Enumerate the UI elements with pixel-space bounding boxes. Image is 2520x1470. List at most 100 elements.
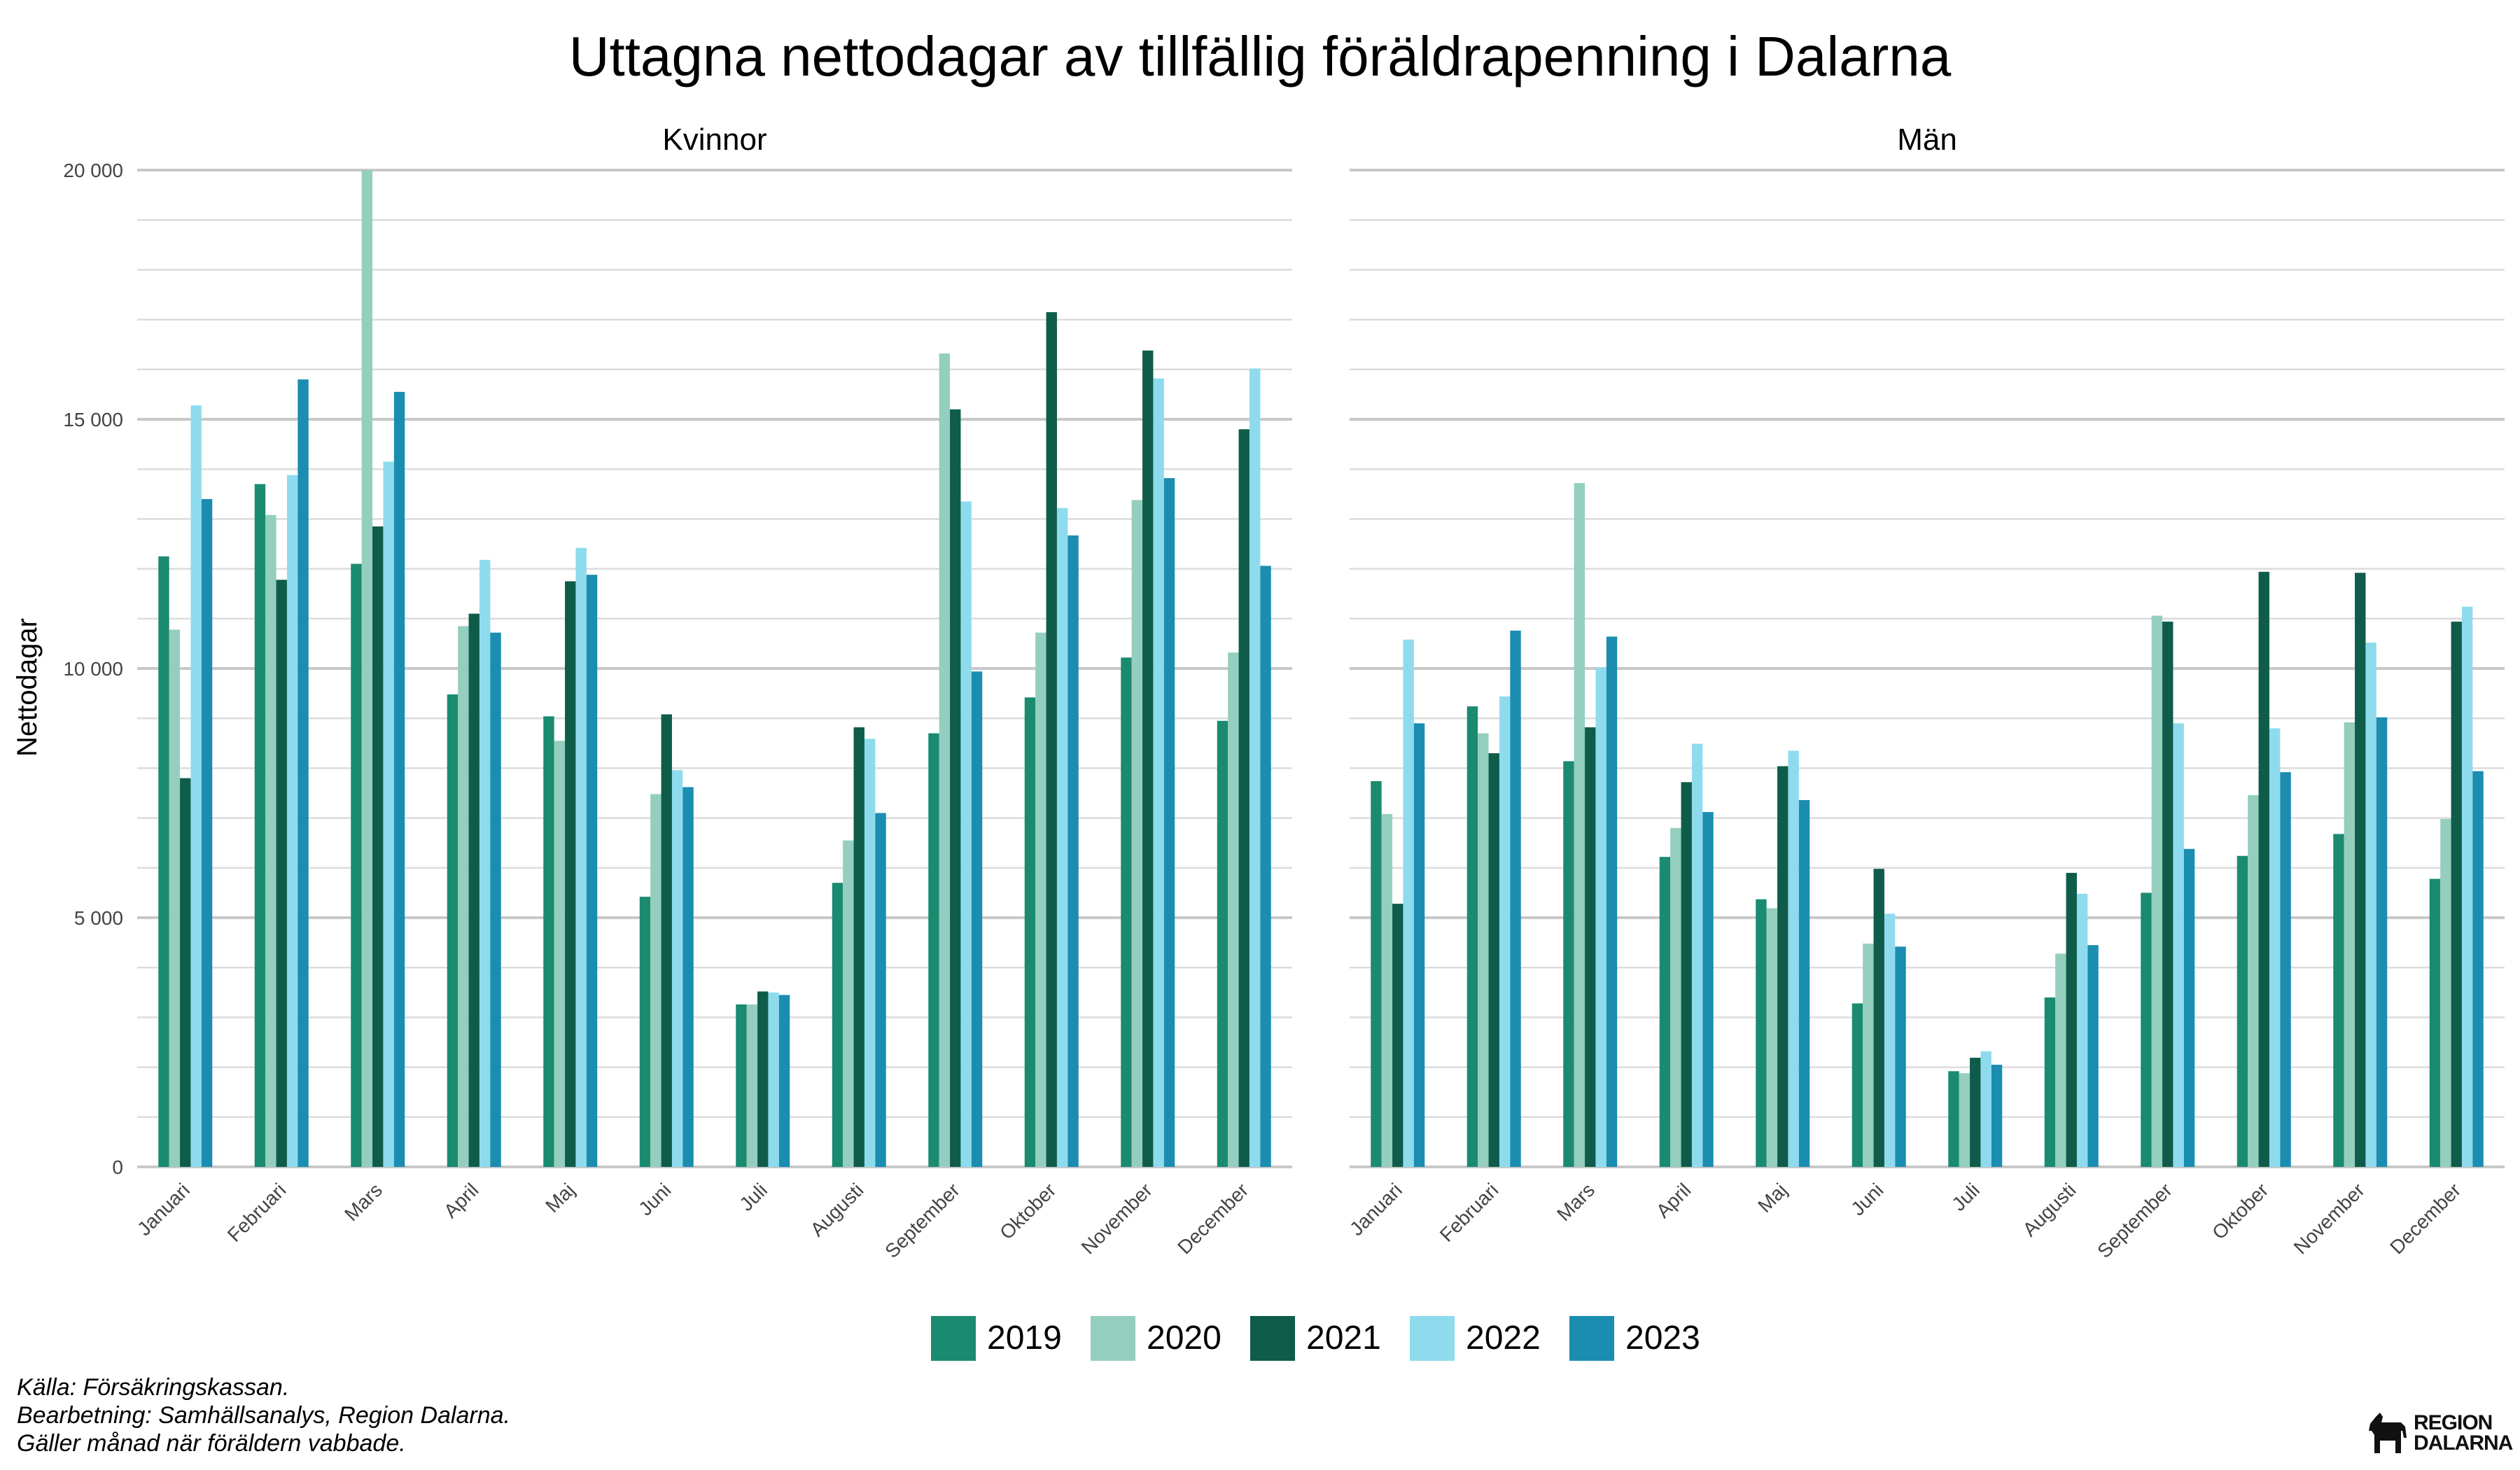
y-tick-label: 15 000 (63, 409, 123, 430)
bar-2019-augusti (832, 883, 844, 1167)
bar-2022-oktober (2269, 728, 2281, 1167)
bar-2020-september (2151, 615, 2163, 1167)
bar-2022-maj (1788, 750, 1799, 1167)
x-tick-label: Augusti (2019, 1179, 2080, 1240)
bar-2020-november (1131, 500, 1143, 1167)
bar-2022-februari (1499, 696, 1511, 1167)
bar-2020-mars (361, 170, 373, 1167)
bar-2023-september (2183, 848, 2195, 1167)
bar-2021-maj (565, 581, 576, 1167)
panel-kvinnor: Kvinnor 0 5 000 10 000 15 000 20 000 Januari Fe… (63, 122, 1292, 1262)
bar-2019-juni (1851, 1003, 1863, 1167)
bar-2020-november (2344, 722, 2356, 1167)
bar-2023-juli (778, 995, 790, 1167)
bar-2021-oktober (2258, 571, 2269, 1167)
bar-2021-mars (1585, 727, 1596, 1167)
bar-2023-september (971, 671, 983, 1167)
y-tick-label: 5 000 (74, 907, 123, 929)
bar-2020-september (939, 354, 951, 1167)
bar-2019-januari (158, 556, 169, 1167)
bar-2021-mars (372, 526, 384, 1167)
bar-2023-maj (586, 575, 598, 1167)
bar-2023-mars (1606, 636, 1618, 1167)
bar-2023-maj (1798, 799, 1810, 1167)
bar-2020-juni (650, 794, 662, 1167)
x-tick-label: November (2290, 1179, 2369, 1258)
legend-key-2022 (1410, 1316, 1455, 1361)
bar-2022-december (2461, 606, 2473, 1167)
bar-2020-februari (265, 514, 276, 1167)
bar-2023-augusti (875, 813, 886, 1167)
y-axis-label: Nettodagar (12, 618, 43, 757)
x-tick-label: Februari (223, 1179, 290, 1246)
x-tick-label: December (2386, 1179, 2465, 1258)
bar-2022-augusti (2076, 893, 2088, 1167)
y-tick-label: 0 (112, 1156, 123, 1178)
bar-2022-augusti (864, 738, 876, 1167)
bar-2020-oktober (2248, 794, 2259, 1167)
legend-label: 2023 (1625, 1320, 1700, 1357)
bar-2020-april (1670, 827, 1681, 1167)
bar-2020-juli (1959, 1073, 1970, 1167)
bar-2023-mars (393, 391, 405, 1167)
legend: 2019 2020 2021 2022 2023 (931, 1316, 1700, 1361)
bar-2021-juni (1873, 869, 1884, 1167)
bar-2023-juni (1895, 946, 1906, 1167)
bar-2020-januari (169, 629, 181, 1167)
bar-2023-november (1163, 478, 1175, 1167)
x-tick-label: Juli (1947, 1179, 1984, 1215)
caption: Källa: Försäkringskassan. Bearbetning: S… (17, 1373, 510, 1457)
bar-2023-augusti (2087, 945, 2099, 1167)
y-tick-label: 20 000 (63, 160, 123, 181)
bar-2020-februari (1478, 733, 1489, 1167)
region-dalarna-logo: REGION DALARNA (2366, 1408, 2513, 1457)
bar-2023-juni (682, 787, 694, 1167)
x-tick-label: Juni (1847, 1179, 1887, 1219)
bar-2022-juni (1884, 913, 1896, 1167)
bar-2020-augusti (2055, 953, 2066, 1167)
bar-2021-november (1142, 350, 1154, 1167)
bar-2020-januari (1381, 813, 1393, 1167)
bar-2023-oktober (2280, 772, 2291, 1167)
bar-2021-januari (1392, 904, 1404, 1167)
bar-2020-mars (1574, 483, 1586, 1167)
bar-2019-augusti (2044, 997, 2056, 1167)
legend-label: 2021 (1306, 1320, 1381, 1357)
y-tick-label: 10 000 (63, 658, 123, 680)
bar-2022-juli (768, 992, 779, 1167)
bar-2022-april (1691, 743, 1703, 1167)
bar-2019-maj (543, 716, 554, 1167)
bar-2021-februari (1488, 753, 1499, 1167)
bar-2021-augusti (853, 727, 864, 1167)
x-tick-label: November (1077, 1179, 1156, 1258)
bar-2021-december (2451, 622, 2462, 1167)
bar-2019-juli (736, 1004, 747, 1167)
bar-2019-november (2333, 834, 2344, 1167)
bar-2019-februari (254, 484, 266, 1167)
bar-2020-december (2440, 819, 2451, 1167)
bar-2021-oktober (1046, 312, 1057, 1167)
bar-2019-juli (1948, 1071, 1959, 1167)
x-tick-label: December (1173, 1179, 1252, 1258)
bar-2023-januari (201, 498, 213, 1167)
logo-line2: DALARNA (2414, 1432, 2513, 1455)
bar-2019-januari (1371, 780, 1382, 1167)
bar-2020-april (458, 626, 469, 1167)
x-tick-label: Mars (1553, 1179, 1599, 1225)
bar-2023-oktober (1068, 535, 1079, 1167)
bar-2022-oktober (1056, 507, 1068, 1167)
bar-2023-december (2472, 771, 2484, 1167)
bar-2022-april (479, 559, 491, 1167)
caption-source: Källa: Försäkringskassan. (17, 1374, 290, 1401)
panel-title: Kvinnor (662, 122, 766, 157)
bar-2022-november (1153, 378, 1164, 1168)
x-tick-label: Maj (541, 1179, 579, 1217)
bar-2022-september (960, 501, 972, 1167)
bar-2023-februari (1510, 630, 1521, 1167)
bar-2019-mars (351, 564, 362, 1167)
bar-2022-mars (1595, 667, 1606, 1167)
x-tick-label: September (2093, 1179, 2176, 1262)
x-tick-label: Maj (1754, 1179, 1791, 1217)
bar-2019-april (447, 694, 458, 1167)
